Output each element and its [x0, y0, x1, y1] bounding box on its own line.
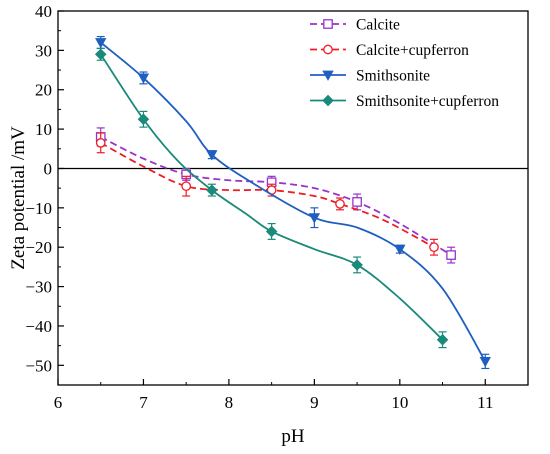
legend-marker [323, 19, 333, 29]
data-point [479, 356, 491, 368]
axes: 6 7 8 9 10 11 40 30 20 10 0 −10 −20 −30 −40 −50 [25, 2, 529, 412]
y-tick-label: −20 [25, 238, 52, 257]
y-tick-label: −30 [25, 278, 52, 297]
data-point [436, 333, 449, 346]
data-point [206, 184, 218, 196]
series-2 [95, 35, 491, 370]
y-axis-title: Zeta potential /mV [8, 126, 29, 270]
data-point [94, 48, 107, 61]
data-point [351, 259, 363, 271]
legend-item-1: Calcite+cupferron [310, 42, 469, 59]
y-tick-label: 20 [35, 81, 52, 100]
legend-item-0: Calcite [310, 17, 400, 34]
data-point [335, 199, 345, 209]
series-3 [94, 47, 449, 349]
data-point [137, 113, 150, 126]
data-point [181, 181, 192, 192]
data-point [95, 38, 107, 49]
y-tick-label: 30 [35, 41, 52, 60]
y-tick-label: −10 [25, 199, 52, 218]
y-tick-label: 0 [44, 159, 53, 178]
legend-marker [322, 94, 334, 107]
data-point [206, 150, 218, 161]
legend-label: Smithsonite+cupferron [356, 93, 499, 110]
y-tick-label: −40 [25, 317, 52, 336]
series-line [99, 53, 444, 341]
y-tick-label: −50 [25, 356, 52, 375]
legend-label: Calcite+cupferron [356, 42, 469, 59]
legend: Calcite Calcite+cupferron Smithsonite Smith… [310, 17, 499, 110]
data-point [308, 213, 321, 224]
data-point [429, 242, 439, 253]
data-point [394, 244, 406, 256]
x-tick-label: 6 [54, 393, 63, 412]
legend-marker [323, 44, 333, 55]
x-axis-title: pH [281, 426, 305, 447]
data-point [137, 73, 150, 84]
data-point [446, 250, 456, 260]
data-point [95, 138, 106, 148]
plot-frame [57, 10, 529, 386]
x-tick-label: 7 [139, 393, 148, 412]
legend-marker [322, 70, 334, 81]
x-tick-label: 8 [225, 393, 234, 412]
y-tick-label: 40 [35, 2, 52, 21]
series-1 [95, 132, 439, 256]
legend-item-2: Smithsonite [310, 68, 430, 85]
x-tick-label: 11 [477, 393, 493, 412]
data-point [265, 225, 278, 238]
legend-label: Smithsonite [356, 68, 430, 85]
plot-area [58, 35, 528, 370]
y-tick-label: 10 [35, 120, 52, 139]
x-tick-label: 10 [391, 393, 408, 412]
data-point [352, 197, 362, 207]
legend-item-3: Smithsonite+cupferron [310, 93, 499, 110]
legend-label: Calcite [356, 17, 400, 34]
series-line [100, 41, 487, 362]
x-tick-label: 9 [310, 393, 319, 412]
